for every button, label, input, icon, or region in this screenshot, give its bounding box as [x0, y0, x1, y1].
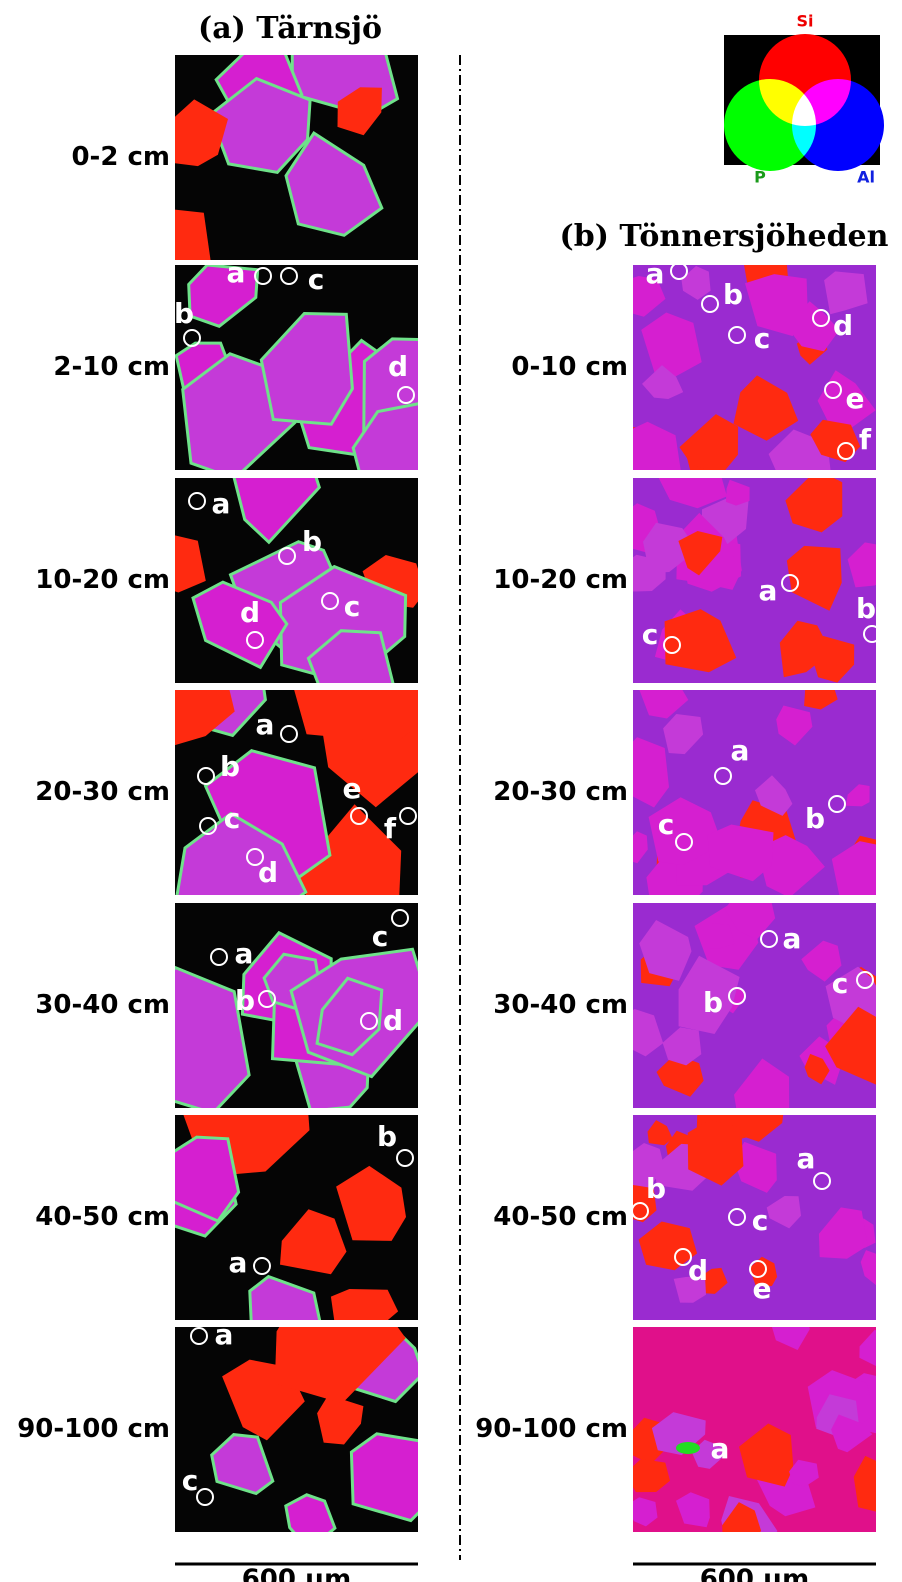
marker-label: a: [731, 734, 750, 767]
scale-label: 600 µm: [242, 1565, 352, 1582]
figure: Si P Al (a) Tärnsjö0-2 cm2-10 cmacbd10-2…: [0, 0, 902, 1582]
depth-label: 40-50 cm: [35, 1202, 170, 1232]
depth-label: 0-2 cm: [71, 142, 170, 172]
marker-label: d: [688, 1254, 708, 1287]
marker-label: e: [753, 1272, 772, 1305]
marker-label: b: [302, 525, 322, 558]
micrograph: [608, 885, 902, 1127]
marker-label: b: [856, 592, 876, 625]
marker-label: e: [343, 772, 362, 805]
depth-label: 40-50 cm: [493, 1202, 628, 1232]
micrograph: [617, 449, 896, 683]
micrograph: [145, 425, 426, 725]
scale-label: 600 µm: [700, 1565, 810, 1582]
micrograph: [175, 265, 482, 511]
marker-label: d: [388, 350, 408, 383]
depth-label: 0-10 cm: [511, 352, 628, 382]
micrograph: [609, 668, 902, 914]
micrograph-content: [608, 885, 902, 1127]
marker-label: b: [220, 750, 240, 783]
depth-label: 90-100 cm: [17, 1414, 170, 1444]
depth-label: 20-30 cm: [493, 777, 628, 807]
micrograph-content: [175, 265, 482, 511]
marker-label: d: [240, 596, 260, 629]
marker-label: b: [350, 1527, 370, 1560]
marker-label: e: [846, 382, 865, 415]
marker-label: a: [212, 487, 231, 520]
marker-label: a: [215, 1318, 234, 1351]
depth-label: 10-20 cm: [493, 565, 628, 595]
marker-label: c: [372, 920, 389, 953]
marker-label: f: [859, 423, 872, 456]
depth-label: 2-10 cm: [53, 352, 170, 382]
marker-label: d: [383, 1004, 403, 1037]
marker-label: c: [642, 618, 659, 651]
marker-label: a: [783, 922, 802, 955]
marker-circle: [330, 1540, 346, 1556]
grain: [351, 1434, 442, 1521]
depth-label: 30-40 cm: [35, 990, 170, 1020]
marker-label: a: [256, 708, 275, 741]
micrograph-content: [144, 1073, 418, 1352]
marker-label: c: [308, 263, 325, 296]
micrograph-content: [145, 425, 426, 725]
marker-label: c: [832, 967, 849, 1000]
panel-title: (b) Tönnersjöheden: [560, 219, 889, 254]
marker-label: b: [805, 802, 825, 835]
legend-label: Si: [796, 12, 813, 31]
marker-label: a: [235, 937, 254, 970]
marker-label: b: [703, 986, 723, 1019]
marker-label: a: [797, 1142, 816, 1175]
marker-label: c: [658, 808, 675, 841]
marker-label: d: [833, 309, 853, 342]
depth-label: 90-100 cm: [475, 1414, 628, 1444]
micrograph-content: [617, 449, 896, 683]
marker-label: b: [646, 1172, 666, 1205]
marker-label: b: [723, 278, 743, 311]
marker-label: c: [182, 1464, 199, 1497]
depth-label: 30-40 cm: [493, 990, 628, 1020]
marker-label: c: [752, 1204, 769, 1237]
marker-label: c: [754, 322, 771, 355]
marker-label: f: [384, 812, 397, 845]
depth-label: 20-30 cm: [35, 777, 170, 807]
marker-label: d: [258, 856, 278, 889]
marker-label: a: [646, 257, 665, 290]
marker-label: c: [344, 590, 361, 623]
marker-label: b: [174, 297, 194, 330]
marker-label: b: [377, 1120, 397, 1153]
marker-label: a: [759, 574, 778, 607]
legend-al: [792, 79, 884, 171]
grain: [676, 1442, 700, 1454]
legend-label: Al: [857, 168, 875, 187]
marker-label: a: [229, 1246, 248, 1279]
legend-label: P: [754, 168, 766, 187]
micrograph: [625, 1307, 901, 1563]
marker-label: c: [224, 802, 241, 835]
depth-label: 10-20 cm: [35, 565, 170, 595]
legend: Si P Al: [724, 12, 884, 187]
micrograph: [144, 1073, 418, 1352]
marker-label: b: [235, 984, 255, 1017]
micrograph-content: [609, 668, 902, 914]
marker-label: a: [711, 1432, 730, 1465]
marker-label: a: [227, 256, 246, 289]
panel-title: (a) Tärnsjö: [198, 11, 382, 46]
micrograph-content: [625, 1307, 901, 1563]
